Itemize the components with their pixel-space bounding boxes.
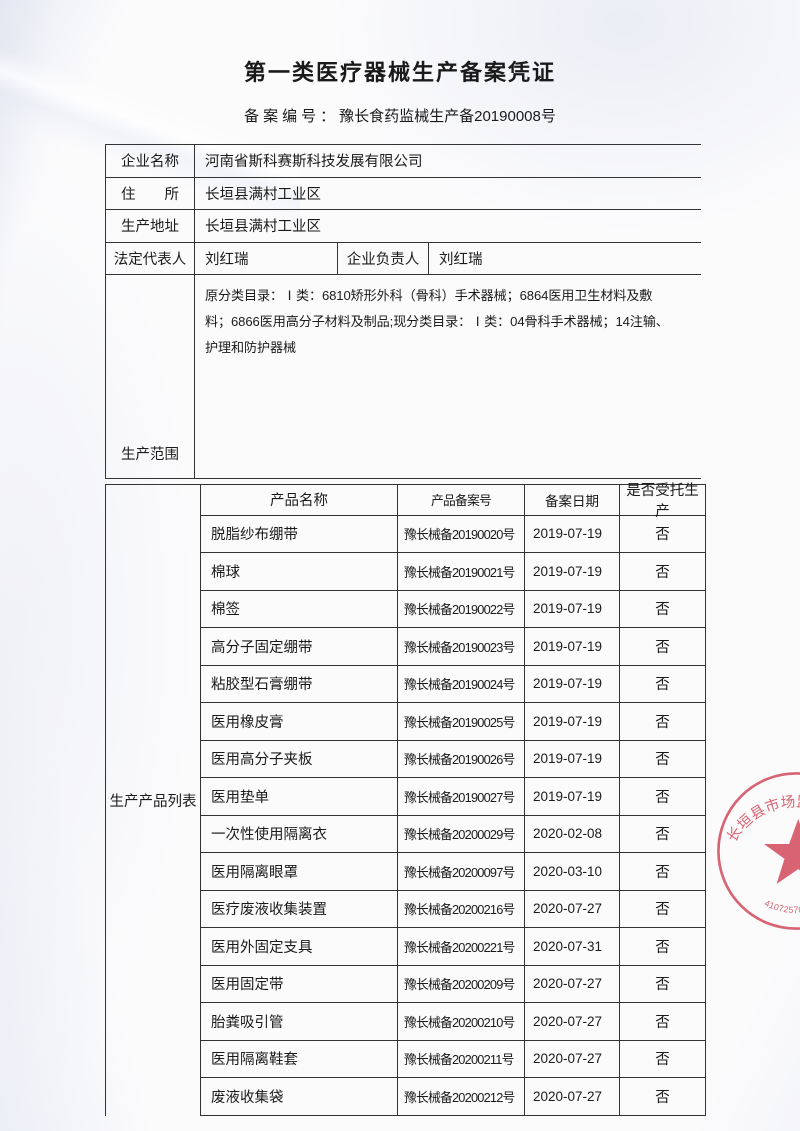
svg-text:4107257000000: 4107257000000: [763, 898, 800, 915]
